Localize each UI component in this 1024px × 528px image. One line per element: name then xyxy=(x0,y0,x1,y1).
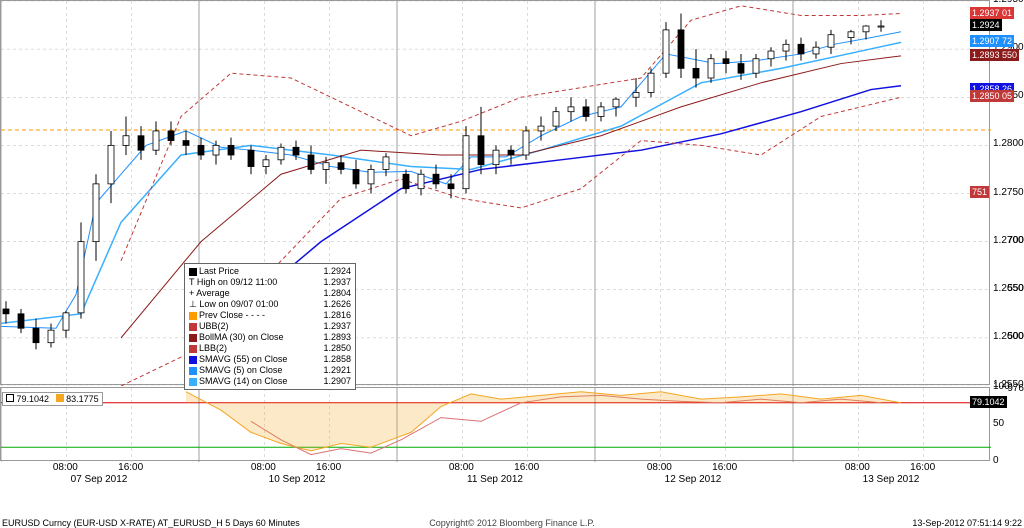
sub-price-tag: 79.1042 xyxy=(970,396,1007,408)
footer-timestamp: 13-Sep-2012 07:51:14 9:22 xyxy=(912,518,1022,528)
oscillator-chart[interactable] xyxy=(0,387,990,461)
price-tag: 751 xyxy=(970,186,989,198)
price-tag: 1.2937 01 xyxy=(970,7,1014,19)
x-time-label: 08:00 xyxy=(845,462,870,473)
y-label-right: 550 xyxy=(1007,283,1024,294)
x-time-label: 08:00 xyxy=(251,462,276,473)
x-date-label: 11 Sep 2012 xyxy=(467,474,523,485)
x-date-label: 12 Sep 2012 xyxy=(665,474,722,485)
y-axis-label: 1.2950 xyxy=(993,0,1024,5)
x-date-label: 10 Sep 2012 xyxy=(269,474,326,485)
x-time-label: 08:00 xyxy=(449,462,474,473)
x-time-label: 16:00 xyxy=(514,462,539,473)
x-time-label: 08:00 xyxy=(53,462,78,473)
sub-y-label: 0 xyxy=(993,455,999,466)
price-tag: 1.2893 550 xyxy=(970,49,1019,61)
price-chart-svg xyxy=(1,1,991,386)
x-time-label: 16:00 xyxy=(118,462,143,473)
price-chart[interactable] xyxy=(0,0,990,385)
y-label-right: 500 xyxy=(1007,331,1024,342)
price-tag: 1.2924 xyxy=(970,19,1002,31)
x-date-label: 13 Sep 2012 xyxy=(863,474,920,485)
price-tag: 1.2907 72 xyxy=(970,35,1014,47)
x-time-label: 16:00 xyxy=(712,462,737,473)
x-date-label: 07 Sep 2012 xyxy=(71,474,128,485)
x-time-label: 08:00 xyxy=(647,462,672,473)
sub-y-label: 50 xyxy=(993,418,1004,429)
oscillator-svg xyxy=(1,388,991,462)
x-time-label: 16:00 xyxy=(910,462,935,473)
footer-copyright: Copyright© 2012 Bloomberg Finance L.P. xyxy=(429,518,595,528)
x-time-label: 16:00 xyxy=(316,462,341,473)
chart-legend: Last Price1.2924T High on 09/12 11:001.2… xyxy=(184,263,356,390)
price-tag: 1.2850 05 xyxy=(970,90,1014,102)
oscillator-values: 79.1042 83.1775 xyxy=(2,392,103,406)
y-label-right: 700 xyxy=(1007,235,1024,246)
footer-left: EURUSD Curncy (EUR-USD X-RATE) AT_EURUSD… xyxy=(2,518,300,528)
y-axis-label: 1.2800 xyxy=(993,138,1024,149)
y-axis-label: 1.2750 xyxy=(993,187,1024,198)
